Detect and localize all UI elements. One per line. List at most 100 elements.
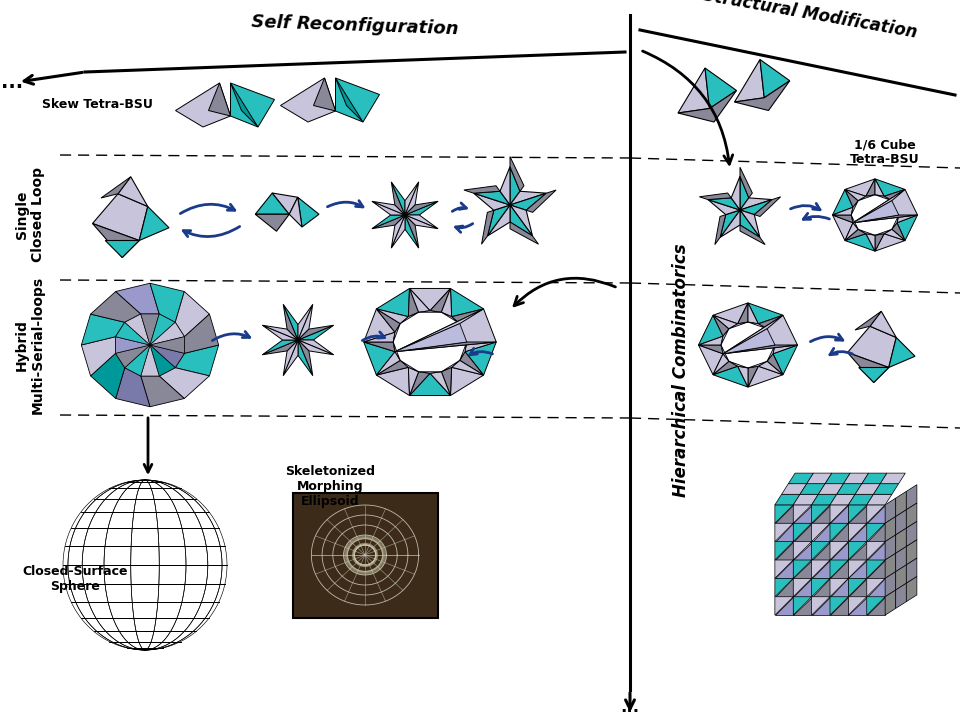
Polygon shape xyxy=(793,597,811,615)
Polygon shape xyxy=(395,309,496,351)
Polygon shape xyxy=(740,199,772,215)
Polygon shape xyxy=(867,523,885,541)
Polygon shape xyxy=(510,167,520,205)
Polygon shape xyxy=(830,505,849,523)
Text: Skew Tetra-BSU: Skew Tetra-BSU xyxy=(42,98,153,111)
Polygon shape xyxy=(159,368,209,398)
Polygon shape xyxy=(410,373,450,395)
Polygon shape xyxy=(289,197,302,227)
Polygon shape xyxy=(376,309,408,323)
Polygon shape xyxy=(800,484,825,495)
Text: ...: ... xyxy=(1,73,23,92)
Polygon shape xyxy=(510,222,539,244)
Polygon shape xyxy=(298,340,333,355)
Polygon shape xyxy=(775,560,793,578)
Polygon shape xyxy=(715,215,726,245)
Polygon shape xyxy=(298,305,313,340)
Polygon shape xyxy=(849,597,867,615)
Polygon shape xyxy=(885,498,896,523)
Polygon shape xyxy=(376,289,410,317)
Polygon shape xyxy=(775,578,793,597)
Polygon shape xyxy=(793,523,811,541)
Polygon shape xyxy=(775,523,793,541)
Polygon shape xyxy=(405,215,438,229)
Polygon shape xyxy=(845,189,858,207)
Polygon shape xyxy=(906,540,917,565)
Polygon shape xyxy=(405,215,419,248)
Polygon shape xyxy=(115,345,150,368)
Polygon shape xyxy=(775,495,800,505)
Polygon shape xyxy=(788,473,813,484)
Polygon shape xyxy=(852,201,858,215)
Polygon shape xyxy=(811,597,830,615)
Polygon shape xyxy=(830,523,849,541)
Polygon shape xyxy=(92,194,148,240)
Polygon shape xyxy=(473,192,510,205)
Polygon shape xyxy=(849,560,867,578)
Polygon shape xyxy=(450,367,484,395)
Polygon shape xyxy=(875,229,892,235)
Polygon shape xyxy=(464,186,500,193)
Polygon shape xyxy=(150,337,184,354)
Polygon shape xyxy=(870,311,897,338)
Polygon shape xyxy=(465,342,496,351)
Polygon shape xyxy=(885,535,896,560)
Polygon shape xyxy=(150,345,184,368)
Polygon shape xyxy=(526,190,556,212)
Polygon shape xyxy=(793,541,811,560)
Polygon shape xyxy=(408,289,419,317)
Polygon shape xyxy=(758,361,783,374)
Polygon shape xyxy=(699,315,723,345)
Polygon shape xyxy=(896,528,906,553)
Text: Hybrid
Multi-Serial-loops: Hybrid Multi-Serial-loops xyxy=(15,276,45,414)
Polygon shape xyxy=(400,361,419,372)
Polygon shape xyxy=(176,292,209,337)
Text: Hierarchical Combinatorics: Hierarchical Combinatorics xyxy=(672,243,690,497)
Text: 1/6 Cube
Tetra-BSU: 1/6 Cube Tetra-BSU xyxy=(851,138,920,166)
Polygon shape xyxy=(376,351,400,375)
Polygon shape xyxy=(713,361,737,374)
Polygon shape xyxy=(708,199,740,215)
Text: Structural Modification: Structural Modification xyxy=(702,0,919,42)
Polygon shape xyxy=(405,215,438,229)
Polygon shape xyxy=(392,215,405,248)
Polygon shape xyxy=(208,83,230,116)
Polygon shape xyxy=(713,354,729,374)
Text: Self Reconfiguration: Self Reconfiguration xyxy=(252,13,459,38)
Polygon shape xyxy=(230,83,275,127)
Polygon shape xyxy=(832,207,853,215)
Polygon shape xyxy=(740,210,759,238)
Polygon shape xyxy=(442,361,460,372)
Polygon shape xyxy=(867,597,885,615)
Polygon shape xyxy=(880,473,905,484)
Polygon shape xyxy=(758,315,783,329)
Polygon shape xyxy=(737,303,748,324)
Polygon shape xyxy=(721,345,729,361)
Polygon shape xyxy=(118,176,148,207)
Polygon shape xyxy=(811,523,830,541)
Polygon shape xyxy=(298,340,333,355)
Polygon shape xyxy=(845,222,858,240)
Polygon shape xyxy=(713,315,737,329)
Polygon shape xyxy=(405,182,419,215)
Polygon shape xyxy=(806,473,831,484)
Polygon shape xyxy=(832,189,853,215)
Polygon shape xyxy=(811,578,830,597)
Polygon shape xyxy=(262,340,298,355)
Polygon shape xyxy=(755,197,780,217)
Polygon shape xyxy=(867,578,885,597)
Polygon shape xyxy=(818,484,844,495)
Polygon shape xyxy=(892,215,899,229)
Polygon shape xyxy=(510,193,546,210)
Polygon shape xyxy=(510,192,546,205)
Polygon shape xyxy=(734,60,764,102)
Polygon shape xyxy=(699,336,723,345)
Polygon shape xyxy=(867,597,885,615)
Polygon shape xyxy=(849,560,867,578)
Polygon shape xyxy=(298,325,333,340)
Polygon shape xyxy=(748,322,767,329)
Polygon shape xyxy=(90,292,141,323)
Polygon shape xyxy=(853,201,899,222)
Polygon shape xyxy=(830,578,849,597)
Polygon shape xyxy=(732,176,740,210)
